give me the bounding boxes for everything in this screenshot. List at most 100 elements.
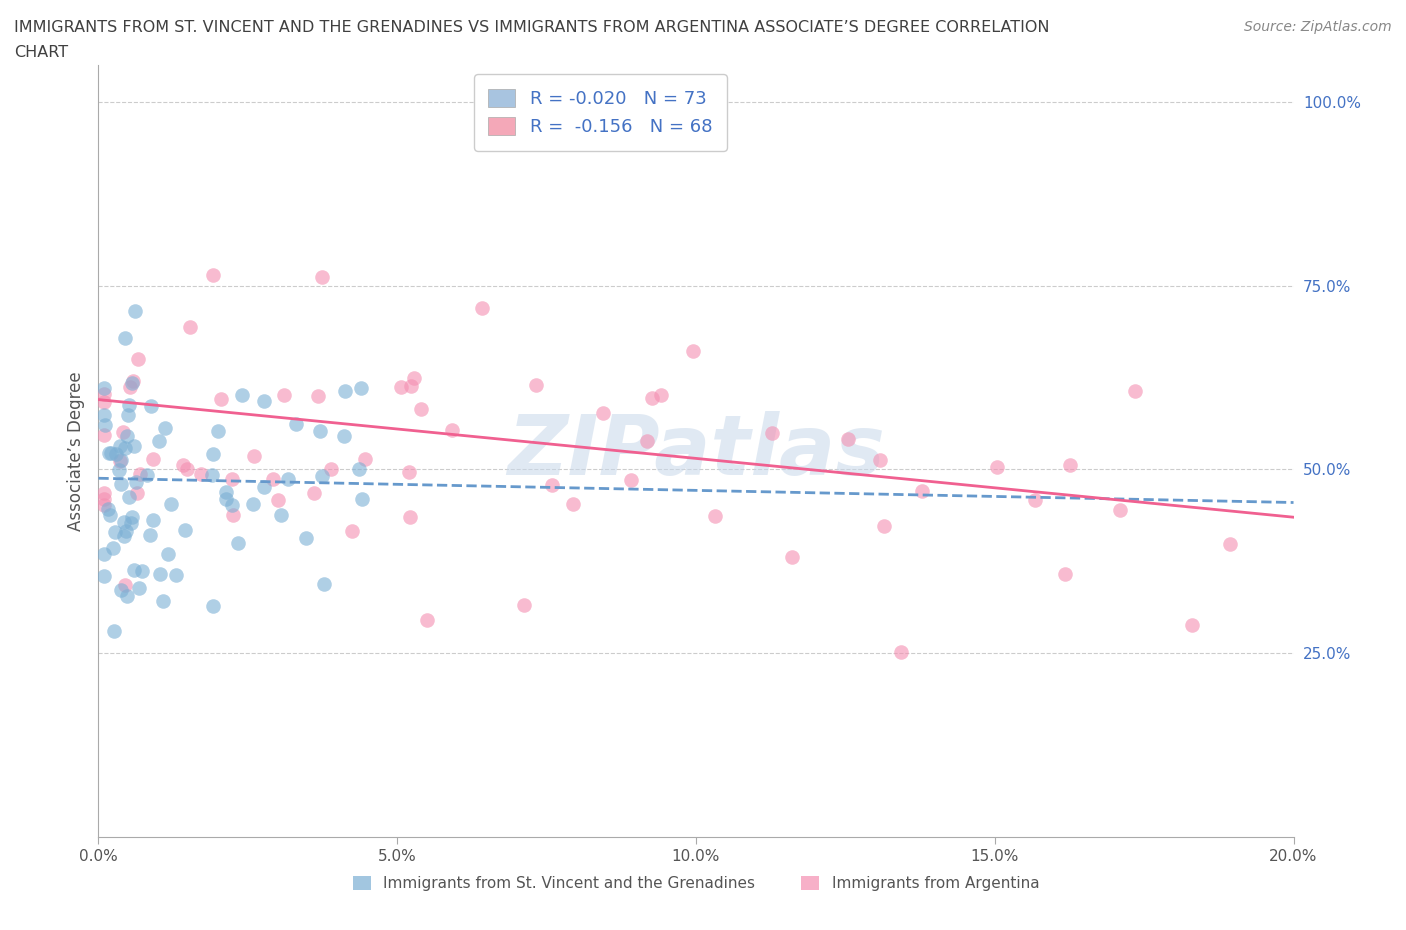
Point: [309, 423, 332, 438]
Point: [319, 461, 342, 476]
Point: [157, 547, 180, 562]
Point: [398, 510, 420, 525]
Point: [333, 383, 356, 398]
Point: [115, 429, 138, 444]
Point: [243, 448, 266, 463]
Point: [129, 467, 152, 482]
Point: [1181, 618, 1204, 633]
Point: [120, 515, 142, 530]
Point: [524, 378, 547, 392]
Point: [231, 388, 253, 403]
Point: [115, 524, 138, 538]
Point: [202, 599, 225, 614]
Point: [415, 613, 437, 628]
Point: [93, 491, 115, 506]
Point: [872, 518, 894, 533]
Point: [332, 429, 354, 444]
Point: [226, 536, 249, 551]
Point: [117, 489, 139, 504]
Point: [190, 466, 212, 481]
Text: IMMIGRANTS FROM ST. VINCENT AND THE GRENADINES VS IMMIGRANTS FROM ARGENTINA ASSO: IMMIGRANTS FROM ST. VINCENT AND THE GREN…: [14, 20, 1049, 35]
Point: [128, 580, 150, 595]
Point: [350, 381, 373, 396]
Point: [93, 546, 115, 561]
Point: [105, 446, 128, 461]
Point: [285, 417, 308, 432]
Point: [780, 550, 803, 565]
Point: [103, 624, 125, 639]
Point: [253, 480, 276, 495]
Point: [93, 394, 115, 409]
Point: [402, 371, 425, 386]
Point: [117, 589, 139, 604]
Point: [97, 501, 120, 516]
Point: [121, 376, 143, 391]
Point: [114, 330, 136, 345]
Point: [103, 540, 125, 555]
Point: [122, 563, 145, 578]
Point: [172, 458, 194, 472]
Point: [104, 525, 127, 539]
Point: [165, 567, 187, 582]
Point: [352, 491, 374, 506]
Point: [142, 512, 165, 527]
Point: [117, 407, 139, 422]
Point: [1024, 493, 1046, 508]
Point: [124, 304, 146, 319]
Point: [986, 459, 1008, 474]
Y-axis label: Associate’s Degree: Associate’s Degree: [66, 371, 84, 531]
Point: [592, 405, 614, 420]
Point: [110, 476, 132, 491]
Point: [131, 564, 153, 578]
Point: [202, 446, 225, 461]
Point: [93, 498, 115, 512]
Point: [1109, 502, 1132, 517]
Point: [93, 485, 115, 500]
Point: [112, 514, 135, 529]
Point: [295, 530, 318, 545]
Point: [135, 468, 157, 483]
Point: [93, 568, 115, 583]
Point: [222, 508, 245, 523]
Point: [761, 426, 783, 441]
Point: [354, 452, 377, 467]
Point: [141, 398, 163, 413]
Point: [112, 528, 135, 543]
Point: [122, 439, 145, 454]
Point: [121, 510, 143, 525]
Point: [98, 445, 121, 460]
Point: [93, 407, 115, 422]
Point: [148, 433, 170, 448]
Text: CHART: CHART: [14, 45, 67, 60]
Point: [253, 393, 276, 408]
Point: [152, 594, 174, 609]
Point: [159, 497, 181, 512]
Point: [122, 374, 145, 389]
Point: [142, 452, 165, 467]
Point: [93, 428, 115, 443]
Point: [174, 523, 197, 538]
Text: Source: ZipAtlas.com: Source: ZipAtlas.com: [1244, 20, 1392, 34]
Point: [513, 598, 536, 613]
Point: [650, 388, 672, 403]
Point: [100, 446, 122, 461]
Point: [215, 485, 238, 499]
Point: [138, 527, 160, 542]
Point: [441, 422, 464, 437]
Point: [620, 472, 643, 487]
Point: [153, 421, 176, 436]
Point: [176, 462, 198, 477]
Point: [93, 380, 115, 395]
Point: [125, 474, 148, 489]
Point: [207, 423, 229, 438]
Point: [311, 269, 333, 284]
Point: [561, 497, 583, 512]
Point: [221, 498, 243, 512]
Point: [1123, 383, 1146, 398]
Legend: Immigrants from St. Vincent and the Grenadines, Immigrants from Argentina: Immigrants from St. Vincent and the Gren…: [344, 869, 1047, 898]
Point: [125, 485, 148, 500]
Point: [471, 300, 494, 315]
Point: [267, 493, 290, 508]
Point: [110, 452, 132, 467]
Point: [108, 438, 131, 453]
